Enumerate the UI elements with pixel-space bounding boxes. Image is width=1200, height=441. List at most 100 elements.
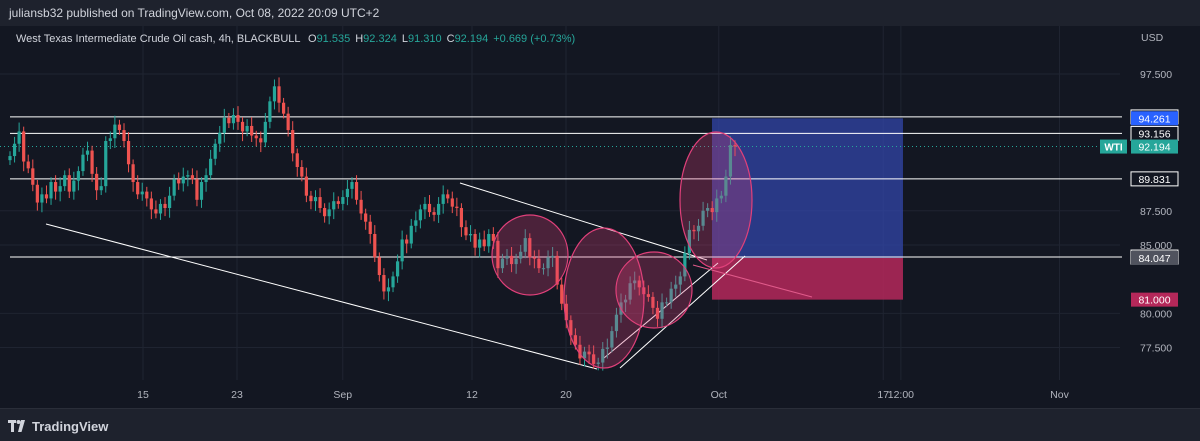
price-level-label: 93.156 — [1138, 128, 1170, 140]
ellipse-drawings[interactable] — [491, 131, 753, 369]
candle-body — [154, 209, 158, 214]
candle-body — [537, 258, 541, 269]
candle-body — [240, 121, 245, 132]
highlight-ellipse — [679, 131, 753, 269]
candle-body — [500, 258, 505, 269]
candle-body — [222, 117, 226, 133]
price-level-label: 89.831 — [1138, 174, 1170, 186]
candle-body — [259, 138, 263, 143]
candle-body — [336, 201, 340, 204]
candle-body — [263, 121, 267, 143]
candle-body — [427, 203, 432, 213]
candle-body — [578, 344, 582, 359]
candle-body — [623, 299, 628, 303]
legend-value: 91.310 — [408, 33, 442, 45]
legend-value: O — [308, 33, 317, 45]
price-axis[interactable]: USD 97.500 87.500 85.000 80.000 77.500 — [1122, 26, 1200, 380]
candle-body — [309, 195, 313, 202]
candle-body — [67, 175, 71, 192]
candle-body — [628, 283, 632, 300]
candle-body — [391, 276, 395, 288]
candle-body — [464, 227, 468, 236]
candle-body — [514, 258, 518, 265]
legend-value: +0.669 (+0.73%) — [493, 33, 575, 45]
candle-body — [281, 102, 286, 114]
price-tick-label: 97.500 — [1140, 69, 1172, 81]
candle-body — [546, 257, 550, 269]
time-tick-label: 12:00 — [888, 389, 914, 401]
candle-body — [651, 296, 655, 308]
candle-body — [724, 176, 728, 196]
candle-body — [660, 302, 664, 319]
legend-value: H — [355, 33, 363, 45]
candle-body — [592, 354, 596, 364]
candle-body — [199, 182, 204, 200]
candle-body — [12, 143, 17, 157]
candle-body — [551, 255, 555, 258]
time-axis-bg — [0, 380, 1200, 408]
candle-body — [683, 253, 687, 277]
candle-body — [405, 239, 409, 244]
candle-body — [327, 209, 331, 217]
candles — [8, 77, 737, 371]
candle-body — [286, 113, 290, 131]
candle-body — [555, 255, 559, 285]
time-tick-label: Oct — [711, 389, 727, 401]
legend-ohlc: O91.535 H92.324 L91.310 C92.194 +0.669 (+0.7… — [308, 33, 575, 45]
candle-body — [364, 213, 368, 222]
stop-zone — [712, 257, 903, 300]
candle-body — [250, 125, 254, 136]
candle-body — [58, 186, 62, 192]
candle-body — [40, 194, 44, 203]
candle-body — [423, 203, 427, 210]
candle-body — [400, 239, 404, 262]
candle-body — [441, 194, 445, 204]
candle-body — [373, 233, 377, 258]
price-tick-label: 77.500 — [1140, 343, 1172, 355]
legend-value: C — [447, 33, 455, 45]
candle-body — [386, 287, 391, 292]
candle-body — [701, 210, 705, 226]
time-tick-label: 23 — [231, 389, 243, 401]
tradingview-logo[interactable]: TradingView — [8, 417, 108, 435]
time-tick-label: Nov — [1050, 389, 1069, 401]
candle-body — [277, 86, 281, 103]
trend-line — [692, 264, 813, 298]
candle-body — [95, 173, 99, 191]
candle-body — [145, 191, 149, 199]
candle-body — [637, 280, 641, 288]
candle-body — [231, 115, 236, 124]
legend: West Texas Intermediate Crude Oil cash, … — [16, 33, 575, 45]
candle-body — [245, 125, 249, 132]
candle-body — [177, 179, 181, 184]
highlight-ellipse — [615, 251, 693, 329]
price-axis-bg — [1122, 26, 1200, 380]
candle-body — [614, 314, 619, 332]
candle-body — [108, 138, 112, 142]
candle-body — [455, 206, 459, 209]
candle-body — [710, 208, 714, 213]
candle-body — [601, 348, 605, 363]
price-tick-label: 85.000 — [1140, 240, 1172, 252]
candle-body — [131, 164, 135, 183]
drawing-lines[interactable] — [0, 116, 1130, 370]
trend-line — [459, 182, 708, 261]
candle-body — [706, 208, 710, 211]
candle-body — [669, 288, 673, 303]
candle-body — [414, 220, 418, 226]
candle-body — [113, 124, 117, 139]
candle-body — [505, 255, 509, 259]
price-tag-label: 94.261 — [1138, 113, 1170, 125]
candle-body — [573, 335, 578, 345]
candle-body — [655, 307, 660, 319]
candle-body — [633, 280, 637, 284]
candle-body — [523, 238, 527, 252]
candle-body — [719, 195, 723, 199]
candle-body — [236, 115, 240, 122]
candle-body — [509, 255, 514, 265]
candle-body — [117, 124, 122, 131]
candle-body — [209, 158, 213, 176]
candle-body — [478, 239, 482, 248]
